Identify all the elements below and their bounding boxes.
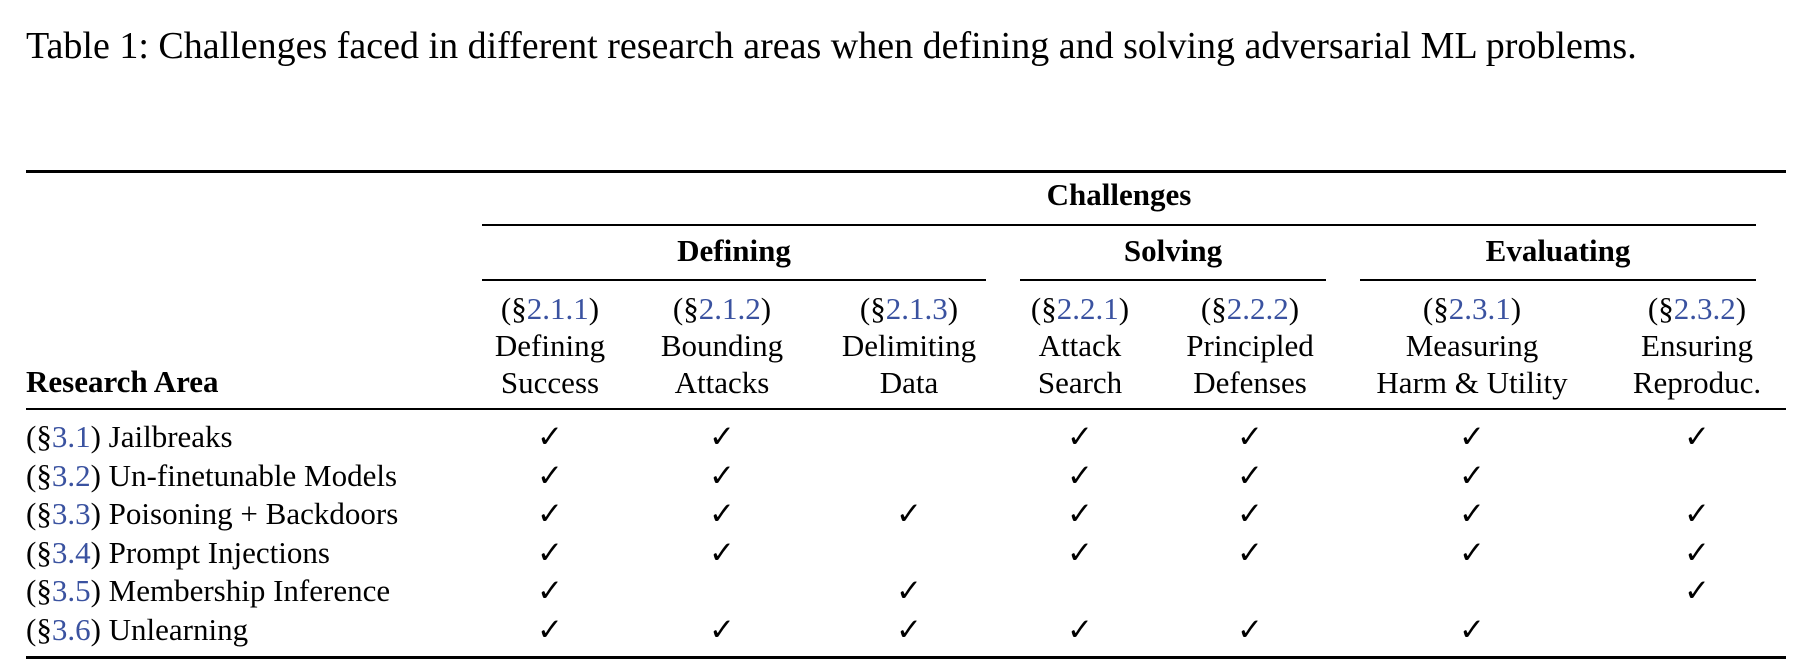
check-mark-icon: ✓ [1237, 419, 1263, 454]
check-mark-icon: ✓ [1237, 611, 1263, 647]
column-title-line1: Ensuring [1641, 328, 1753, 363]
column-title-line1: Principled [1186, 328, 1314, 363]
group-solving: Solving [1123, 233, 1223, 268]
row-label: (§3.2) Un-finetunable Models [26, 457, 398, 493]
check-mark-icon: ✓ [1684, 573, 1710, 608]
check-mark-icon: ✓ [537, 419, 563, 454]
group-evaluating: Evaluating [1485, 233, 1631, 268]
section-link[interactable]: 3.2 [51, 457, 91, 493]
check-mark-icon: ✓ [537, 496, 563, 531]
caption-text: Challenges faced in different research a… [158, 25, 1637, 67]
research-area-name: Jailbreaks [108, 419, 233, 454]
bottom-rule [26, 656, 1786, 659]
evaluating-underline [1360, 279, 1756, 281]
check-mark-icon: ✓ [537, 573, 563, 608]
check-mark-icon: ✓ [1067, 457, 1093, 493]
row-label: (§3.1) Jailbreaks [26, 419, 233, 454]
column-title-line1: Defining [494, 328, 606, 363]
check-mark-icon: ✓ [1459, 419, 1485, 454]
column-title-line1: Measuring [1405, 328, 1539, 363]
challenges-header: Challenges [1046, 177, 1192, 212]
research-area-name: Prompt Injections [108, 534, 330, 570]
row-label: (§3.5) Membership Inference [26, 573, 391, 608]
check-mark-icon: ✓ [1237, 457, 1263, 493]
section-link[interactable]: 2.1.1 [526, 291, 589, 326]
column-title-line1: Delimiting [841, 328, 977, 363]
section-link[interactable]: 3.6 [51, 611, 91, 647]
column-title-line2: Search [1037, 365, 1123, 400]
column-title-line2: Success [500, 365, 600, 400]
column-ref: (§2.1.2) [672, 291, 772, 326]
check-mark-icon: ✓ [1459, 611, 1485, 647]
check-mark-icon: ✓ [1684, 534, 1710, 570]
row-label: (§3.6) Unlearning [26, 611, 249, 647]
column-ref: (§2.2.1) [1030, 291, 1130, 326]
check-mark-icon: ✓ [537, 457, 563, 493]
section-link[interactable]: 3.3 [51, 496, 91, 531]
section-link[interactable]: 2.3.1 [1448, 291, 1511, 326]
check-mark-icon: ✓ [1067, 534, 1093, 570]
check-mark-icon: ✓ [709, 534, 735, 570]
check-mark-icon: ✓ [1237, 534, 1263, 570]
check-mark-icon: ✓ [1684, 419, 1710, 454]
section-link[interactable]: 2.1.2 [698, 291, 761, 326]
check-mark-icon: ✓ [1067, 611, 1093, 647]
solving-underline [1020, 279, 1326, 281]
check-mark-icon: ✓ [709, 419, 735, 454]
header-rule [26, 408, 1786, 410]
check-mark-icon: ✓ [709, 611, 735, 647]
check-mark-icon: ✓ [896, 496, 922, 531]
column-title-line1: Attack [1038, 328, 1122, 363]
check-mark-icon: ✓ [1237, 496, 1263, 531]
check-mark-icon: ✓ [1067, 496, 1093, 531]
check-mark-icon: ✓ [1459, 457, 1485, 493]
check-mark-icon: ✓ [537, 534, 563, 570]
section-link[interactable]: 2.1.3 [885, 291, 948, 326]
column-title-line2: Defenses [1193, 365, 1307, 400]
column-title-line2: Data [879, 365, 939, 400]
column-ref: (§2.2.2) [1200, 291, 1300, 326]
check-mark-icon: ✓ [537, 611, 563, 647]
check-mark-icon: ✓ [1684, 496, 1710, 531]
section-link[interactable]: 3.1 [51, 419, 91, 454]
column-title-line2: Attacks [674, 365, 770, 400]
row-label: (§3.3) Poisoning + Backdoors [26, 496, 399, 531]
research-area-name: Poisoning + Backdoors [108, 496, 399, 531]
column-title-line1: Bounding [660, 328, 784, 363]
check-mark-icon: ✓ [1067, 419, 1093, 454]
column-ref: (§2.3.2) [1647, 291, 1747, 326]
top-rule [26, 170, 1786, 173]
check-mark-icon: ✓ [896, 573, 922, 608]
defining-underline [482, 279, 986, 281]
column-title-line2: Harm & Utility [1376, 365, 1568, 400]
caption-label: Table 1: [26, 25, 149, 67]
section-link[interactable]: 2.2.1 [1056, 291, 1119, 326]
challenges-underline [482, 224, 1756, 226]
research-area-header: Research Area [26, 364, 219, 399]
row-label: (§3.4) Prompt Injections [26, 534, 330, 570]
research-area-name: Membership Inference [108, 573, 391, 608]
table-caption: Table 1: Challenges faced in different r… [26, 22, 1786, 70]
section-link[interactable]: 2.3.2 [1673, 291, 1736, 326]
column-ref: (§2.3.1) [1422, 291, 1522, 326]
group-defining: Defining [677, 233, 791, 268]
check-mark-icon: ✓ [1459, 534, 1485, 570]
column-ref: (§2.1.1) [500, 291, 600, 326]
research-area-name: Un-finetunable Models [108, 457, 398, 493]
research-area-name: Unlearning [108, 611, 249, 647]
section-link[interactable]: 3.5 [51, 573, 91, 608]
check-mark-icon: ✓ [709, 457, 735, 493]
check-mark-icon: ✓ [896, 611, 922, 647]
section-link[interactable]: 3.4 [51, 534, 91, 570]
column-title-line2: Reproduc. [1632, 365, 1762, 400]
column-ref: (§2.1.3) [859, 291, 959, 326]
check-mark-icon: ✓ [1459, 496, 1485, 531]
section-link[interactable]: 2.2.2 [1226, 291, 1289, 326]
check-mark-icon: ✓ [709, 496, 735, 531]
